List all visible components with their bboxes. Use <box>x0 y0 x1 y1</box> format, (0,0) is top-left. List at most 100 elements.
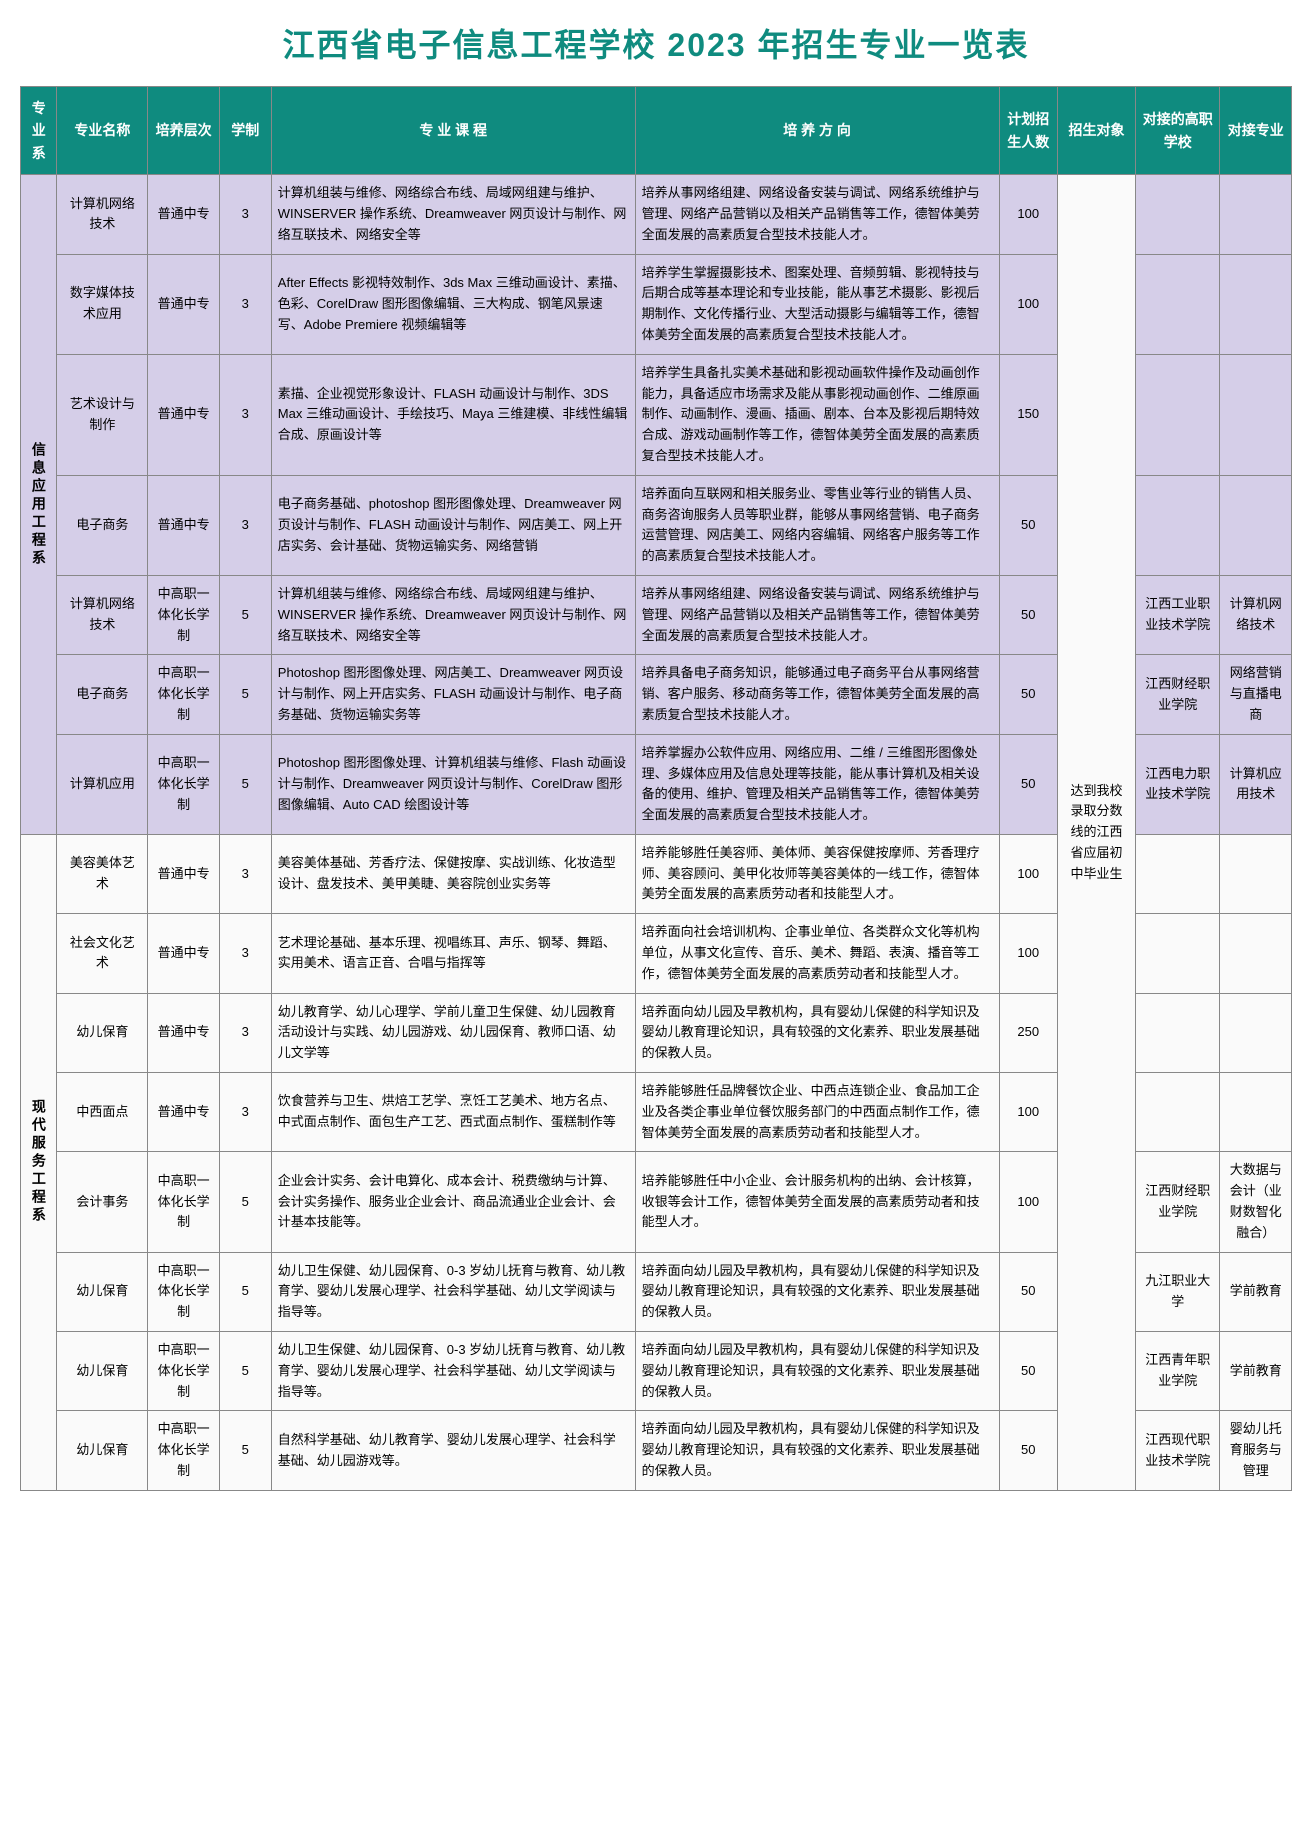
table-cell: 江西青年职业学院 <box>1135 1332 1219 1411</box>
table-cell: 5 <box>219 1252 271 1331</box>
table-cell: 社会文化艺术 <box>57 914 148 993</box>
table-cell: 学前教育 <box>1220 1252 1292 1331</box>
table-cell: 数字媒体技术应用 <box>57 254 148 354</box>
target-cell: 达到我校录取分数线的江西省应届初中毕业生 <box>1058 175 1136 1491</box>
table-cell: 100 <box>999 175 1057 254</box>
table-cell: 5 <box>219 734 271 834</box>
table-cell <box>1135 354 1219 475</box>
table-cell: 3 <box>219 993 271 1072</box>
dept-cell: 现代服务工程系 <box>21 834 57 1490</box>
table-cell: 100 <box>999 254 1057 354</box>
table-cell: 培养能够胜任品牌餐饮企业、中西点连锁企业、食品加工企业及各类企事业单位餐饮服务部… <box>635 1073 999 1152</box>
table-cell: 50 <box>999 655 1057 734</box>
table-cell: 普通中专 <box>148 354 219 475</box>
table-cell: 电子商务基础、photoshop 图形图像处理、Dreamweaver 网页设计… <box>271 475 635 575</box>
table-cell: 大数据与会计（业财数智化融合） <box>1220 1152 1292 1252</box>
table-cell: 江西财经职业学院 <box>1135 655 1219 734</box>
table-cell: 5 <box>219 575 271 654</box>
header-row: 专业系 专业名称 培养层次 学制 专 业 课 程 培 养 方 向 计划招生人数 … <box>21 87 1292 175</box>
table-cell: 普通中专 <box>148 1073 219 1152</box>
table-cell: 自然科学基础、幼儿教育学、婴幼儿发展心理学、社会科学基础、幼儿园游戏等。 <box>271 1411 635 1490</box>
table-cell: 计算机网络技术 <box>57 175 148 254</box>
table-cell: 幼儿保育 <box>57 1332 148 1411</box>
table-cell: 幼儿卫生保健、幼儿园保育、0-3 岁幼儿抚育与教育、幼儿教育学、婴幼儿发展心理学… <box>271 1252 635 1331</box>
table-cell: 50 <box>999 734 1057 834</box>
table-cell: 100 <box>999 1073 1057 1152</box>
table-cell: 5 <box>219 1411 271 1490</box>
table-cell: 幼儿保育 <box>57 993 148 1072</box>
table-cell: 普通中专 <box>148 254 219 354</box>
table-cell: 培养从事网络组建、网络设备安装与调试、网络系统维护与管理、网络产品营销以及相关产… <box>635 175 999 254</box>
table-cell <box>1135 1073 1219 1152</box>
table-cell: 幼儿教育学、幼儿心理学、学前儿童卫生保健、幼儿园教育活动设计与实践、幼儿园游戏、… <box>271 993 635 1072</box>
table-cell: 艺术设计与制作 <box>57 354 148 475</box>
table-cell: 中高职一体化长学制 <box>148 655 219 734</box>
table-cell: 普通中专 <box>148 175 219 254</box>
header-direction: 培 养 方 向 <box>635 87 999 175</box>
table-cell: 50 <box>999 475 1057 575</box>
header-dept: 专业系 <box>21 87 57 175</box>
table-cell: 电子商务 <box>57 475 148 575</box>
table-cell: 3 <box>219 175 271 254</box>
header-count: 计划招生人数 <box>999 87 1057 175</box>
table-cell: 学前教育 <box>1220 1332 1292 1411</box>
table-cell: 计算机应用技术 <box>1220 734 1292 834</box>
table-cell <box>1135 914 1219 993</box>
table-cell: 计算机网络技术 <box>57 575 148 654</box>
table-cell: 培养面向幼儿园及早教机构，具有婴幼儿保健的科学知识及婴幼儿教育理论知识，具有较强… <box>635 1332 999 1411</box>
table-body: 信息应用工程系计算机网络技术普通中专3计算机组装与维修、网络综合布线、局域网组建… <box>21 175 1292 1491</box>
page-title: 江西省电子信息工程学校 2023 年招生专业一览表 <box>20 20 1292 66</box>
table-cell: 幼儿保育 <box>57 1411 148 1490</box>
table-cell: 培养掌握办公软件应用、网络应用、二维 / 三维图形图像处理、多媒体应用及信息处理… <box>635 734 999 834</box>
table-cell: 100 <box>999 1152 1057 1252</box>
table-cell: 培养面向社会培训机构、企事业单位、各类群众文化等机构单位，从事文化宣传、音乐、美… <box>635 914 999 993</box>
table-cell <box>1220 834 1292 913</box>
table-cell <box>1220 254 1292 354</box>
table-cell: 普通中专 <box>148 993 219 1072</box>
header-target: 招生对象 <box>1058 87 1136 175</box>
table-cell: 培养面向幼儿园及早教机构，具有婴幼儿保健的科学知识及婴幼儿教育理论知识，具有较强… <box>635 1252 999 1331</box>
table-cell: Photoshop 图形图像处理、网店美工、Dreamweaver 网页设计与制… <box>271 655 635 734</box>
table-cell: 100 <box>999 914 1057 993</box>
table-cell <box>1220 1073 1292 1152</box>
table-cell: 普通中专 <box>148 475 219 575</box>
table-cell <box>1220 354 1292 475</box>
table-cell: 幼儿卫生保健、幼儿园保育、0-3 岁幼儿抚育与教育、幼儿教育学、婴幼儿发展心理学… <box>271 1332 635 1411</box>
table-cell: 中高职一体化长学制 <box>148 1252 219 1331</box>
table-cell: 中高职一体化长学制 <box>148 1152 219 1252</box>
header-level: 培养层次 <box>148 87 219 175</box>
table-cell: 3 <box>219 354 271 475</box>
table-cell <box>1220 993 1292 1072</box>
table-cell: 3 <box>219 834 271 913</box>
table-cell: 电子商务 <box>57 655 148 734</box>
header-years: 学制 <box>219 87 271 175</box>
table-cell: 培养具备电子商务知识，能够通过电子商务平台从事网络营销、客户服务、移动商务等工作… <box>635 655 999 734</box>
table-row: 信息应用工程系计算机网络技术普通中专3计算机组装与维修、网络综合布线、局域网组建… <box>21 175 1292 254</box>
table-cell: 150 <box>999 354 1057 475</box>
table-cell: 计算机网络技术 <box>1220 575 1292 654</box>
table-cell: 培养面向互联网和相关服务业、零售业等行业的销售人员、商务咨询服务人员等职业群，能… <box>635 475 999 575</box>
table-cell: 250 <box>999 993 1057 1072</box>
table-cell: 江西财经职业学院 <box>1135 1152 1219 1252</box>
table-cell <box>1220 914 1292 993</box>
enrollment-table: 专业系 专业名称 培养层次 学制 专 业 课 程 培 养 方 向 计划招生人数 … <box>20 86 1292 1491</box>
table-cell: 5 <box>219 1332 271 1411</box>
table-cell <box>1135 254 1219 354</box>
table-cell: 素描、企业视觉形象设计、FLASH 动画设计与制作、3DS Max 三维动画设计… <box>271 354 635 475</box>
table-cell <box>1135 475 1219 575</box>
table-cell: 5 <box>219 655 271 734</box>
table-cell: 美容美体艺术 <box>57 834 148 913</box>
table-cell: 培养能够胜任中小企业、会计服务机构的出纳、会计核算，收银等会计工作，德智体美劳全… <box>635 1152 999 1252</box>
table-cell: Photoshop 图形图像处理、计算机组装与维修、Flash 动画设计与制作、… <box>271 734 635 834</box>
table-cell: 中高职一体化长学制 <box>148 1332 219 1411</box>
table-cell: 100 <box>999 834 1057 913</box>
table-cell: 网络营销与直播电商 <box>1220 655 1292 734</box>
table-cell: 培养学生掌握摄影技术、图案处理、音频剪辑、影视特技与后期合成等基本理论和专业技能… <box>635 254 999 354</box>
table-cell: 培养面向幼儿园及早教机构，具有婴幼儿保健的科学知识及婴幼儿教育理论知识，具有较强… <box>635 1411 999 1490</box>
table-cell: 50 <box>999 1252 1057 1331</box>
table-cell: 中高职一体化长学制 <box>148 1411 219 1490</box>
table-cell: 计算机组装与维修、网络综合布线、局域网组建与维护、WINSERVER 操作系统、… <box>271 175 635 254</box>
table-cell: 培养能够胜任美容师、美体师、美容保健按摩师、芳香理疗师、美容顾问、美甲化妆师等美… <box>635 834 999 913</box>
table-cell: 3 <box>219 254 271 354</box>
table-cell: 中高职一体化长学制 <box>148 734 219 834</box>
